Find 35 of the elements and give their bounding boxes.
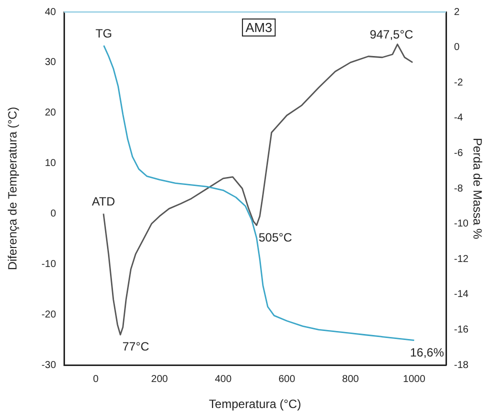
y2-axis-title: Perda de Massa % xyxy=(470,138,484,240)
x-tick-label: 200 xyxy=(151,374,168,385)
y-tick-label: -10 xyxy=(42,258,56,270)
y-tick-label: 0 xyxy=(50,208,56,220)
series-label: TG xyxy=(95,26,112,41)
y-tick-label: 10 xyxy=(44,158,56,170)
annotation: 16,6% xyxy=(410,345,444,360)
y2-tick-label: -6 xyxy=(454,148,464,159)
y2-tick-label: -12 xyxy=(454,254,469,265)
y-axis-title: Diferença de Temperatura (°C) xyxy=(6,106,20,270)
annotation: 77°C xyxy=(122,340,150,354)
x-tick-label: 400 xyxy=(214,374,232,385)
text: AM3 xyxy=(245,20,272,35)
x-tick-label: 800 xyxy=(342,374,360,385)
y-tick-label: -30 xyxy=(42,360,56,371)
y2-tick-label: -10 xyxy=(454,218,469,230)
x-tick-label: 600 xyxy=(278,374,296,385)
y2-tick-label: 2 xyxy=(454,6,460,18)
series-label: ATD xyxy=(92,194,116,209)
y2-tick-label: 0 xyxy=(454,42,460,54)
y-tick-label: 30 xyxy=(44,57,56,68)
x-tick-label: 0 xyxy=(93,374,100,385)
y-tick-label: 20 xyxy=(44,108,56,119)
y-tick-label: 40 xyxy=(44,6,56,18)
y2-tick-label: -8 xyxy=(454,183,464,194)
x-tick-label: 1000 xyxy=(403,374,426,385)
y2-tick-label: -16 xyxy=(454,324,469,336)
y2-tick-label: -2 xyxy=(454,77,464,88)
y2-tick-label: -14 xyxy=(454,289,469,300)
y2-tick-label: -4 xyxy=(454,112,464,124)
annotation: 947,5°C xyxy=(370,27,414,42)
x-axis-title: Temperatura (°C) xyxy=(208,397,302,412)
y-tick-label: -20 xyxy=(42,309,56,320)
annotation: 505°C xyxy=(258,230,292,244)
y2-tick-label: -18 xyxy=(454,360,469,371)
